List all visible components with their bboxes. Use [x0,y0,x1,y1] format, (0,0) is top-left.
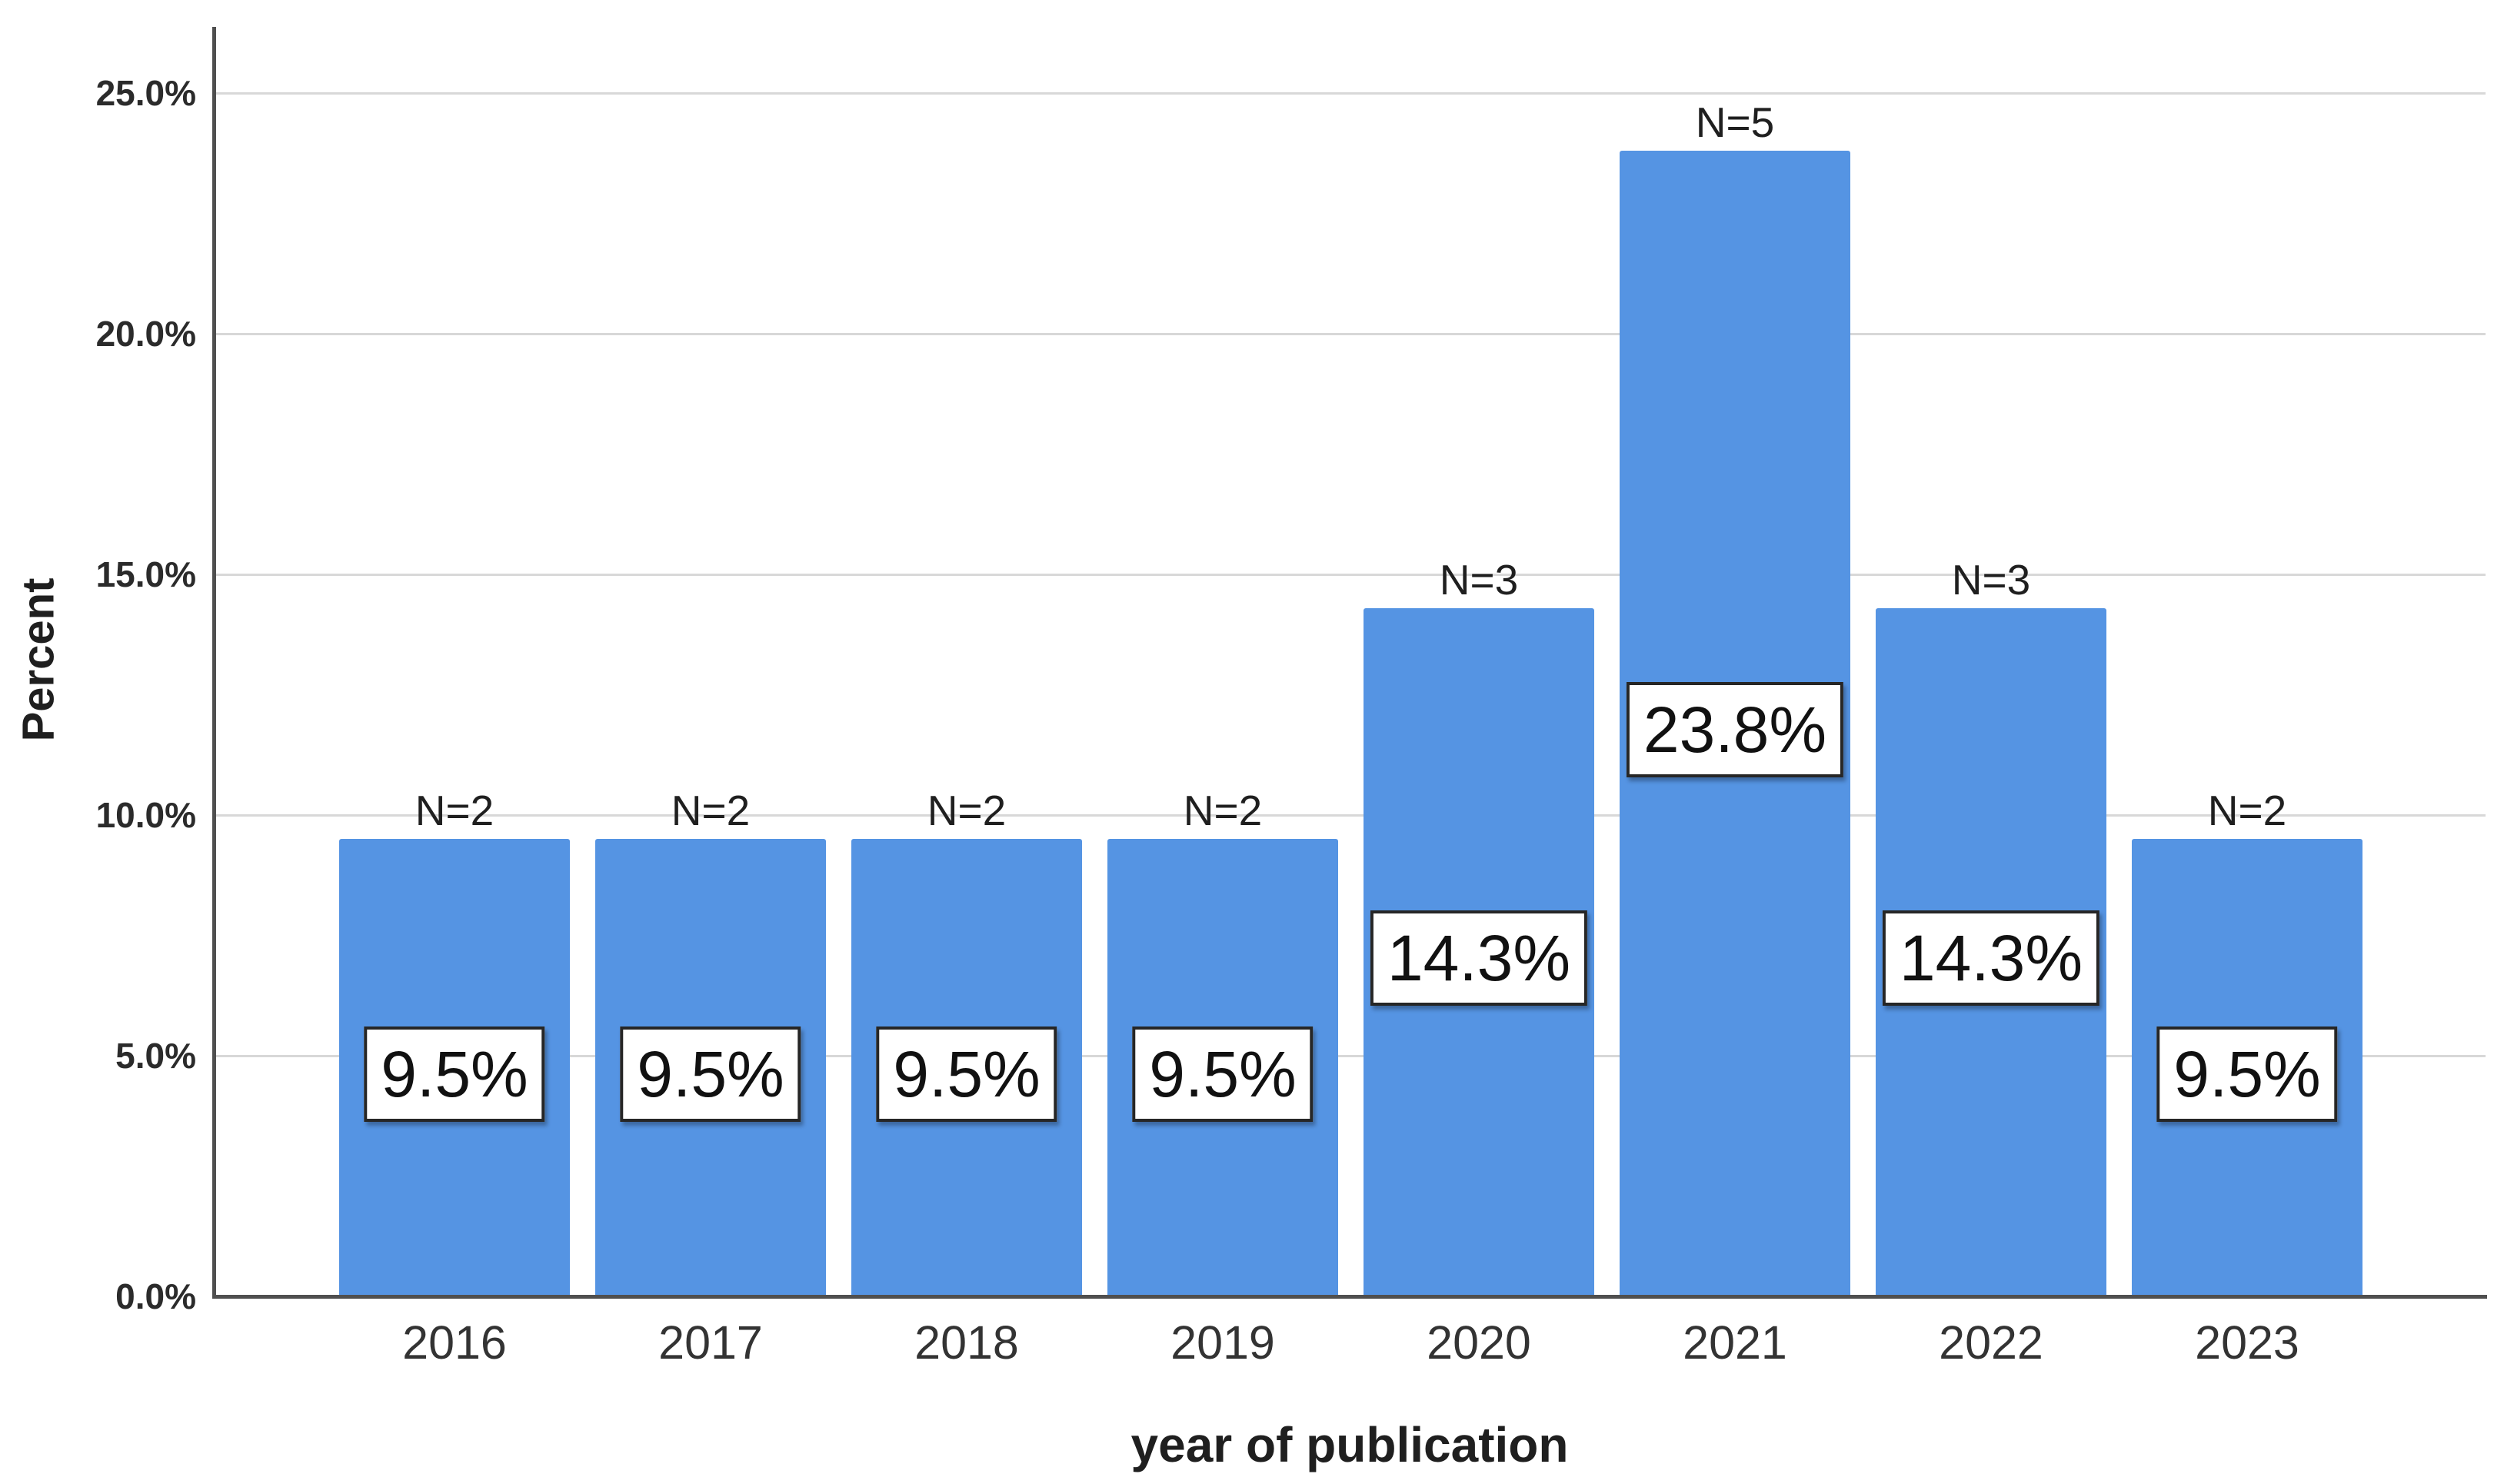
bar-count-label: N=2 [415,787,494,835]
bar-value-label: 9.5% [2156,1026,2338,1122]
x-axis-title: year of publication [1130,1417,1569,1472]
bar-value-label: 9.5% [876,1026,1057,1122]
x-tick-label: 2017 [658,1316,763,1369]
bar-count-label: N=2 [927,787,1007,835]
y-tick-label: 25.0% [95,73,196,113]
x-tick-label: 2022 [1939,1316,2043,1369]
y-tick-label: 10.0% [95,795,196,835]
x-tick-label: 2023 [2195,1316,2299,1369]
bar-count-label: N=2 [1183,787,1263,835]
x-tick-label: 2016 [402,1316,507,1369]
bar-value-label: 23.8% [1626,682,1844,778]
bar-count-label: N=5 [1695,98,1775,147]
y-axis-title: Percent [13,577,64,742]
y-tick-label: 5.0% [115,1036,196,1076]
bar-count-label: N=3 [1951,555,2031,604]
gridline [214,332,2486,335]
bar-value-label: 9.5% [364,1026,545,1122]
bar-value-label: 14.3% [1882,910,2100,1007]
y-tick-label: 20.0% [95,314,196,354]
bar-count-label: N=2 [671,787,751,835]
bar-value-label: 9.5% [620,1026,801,1122]
bar-value-label: 14.3% [1370,910,1588,1007]
x-tick-label: 2021 [1683,1316,1787,1369]
x-tick-label: 2020 [1427,1316,1531,1369]
y-axis-line [212,27,216,1298]
x-tick-label: 2019 [1170,1316,1275,1369]
bar-count-label: N=2 [2207,787,2287,835]
bar-count-label: N=3 [1439,555,1519,604]
y-tick-label: 15.0% [95,554,196,594]
gridline [214,573,2486,576]
x-tick-label: 2018 [914,1316,1019,1369]
y-tick-label: 0.0% [115,1276,196,1316]
gridline [214,1054,2486,1057]
x-axis-line [212,1295,2487,1299]
gridline [214,92,2486,95]
bar-value-label: 9.5% [1132,1026,1314,1122]
gridline [214,814,2486,817]
